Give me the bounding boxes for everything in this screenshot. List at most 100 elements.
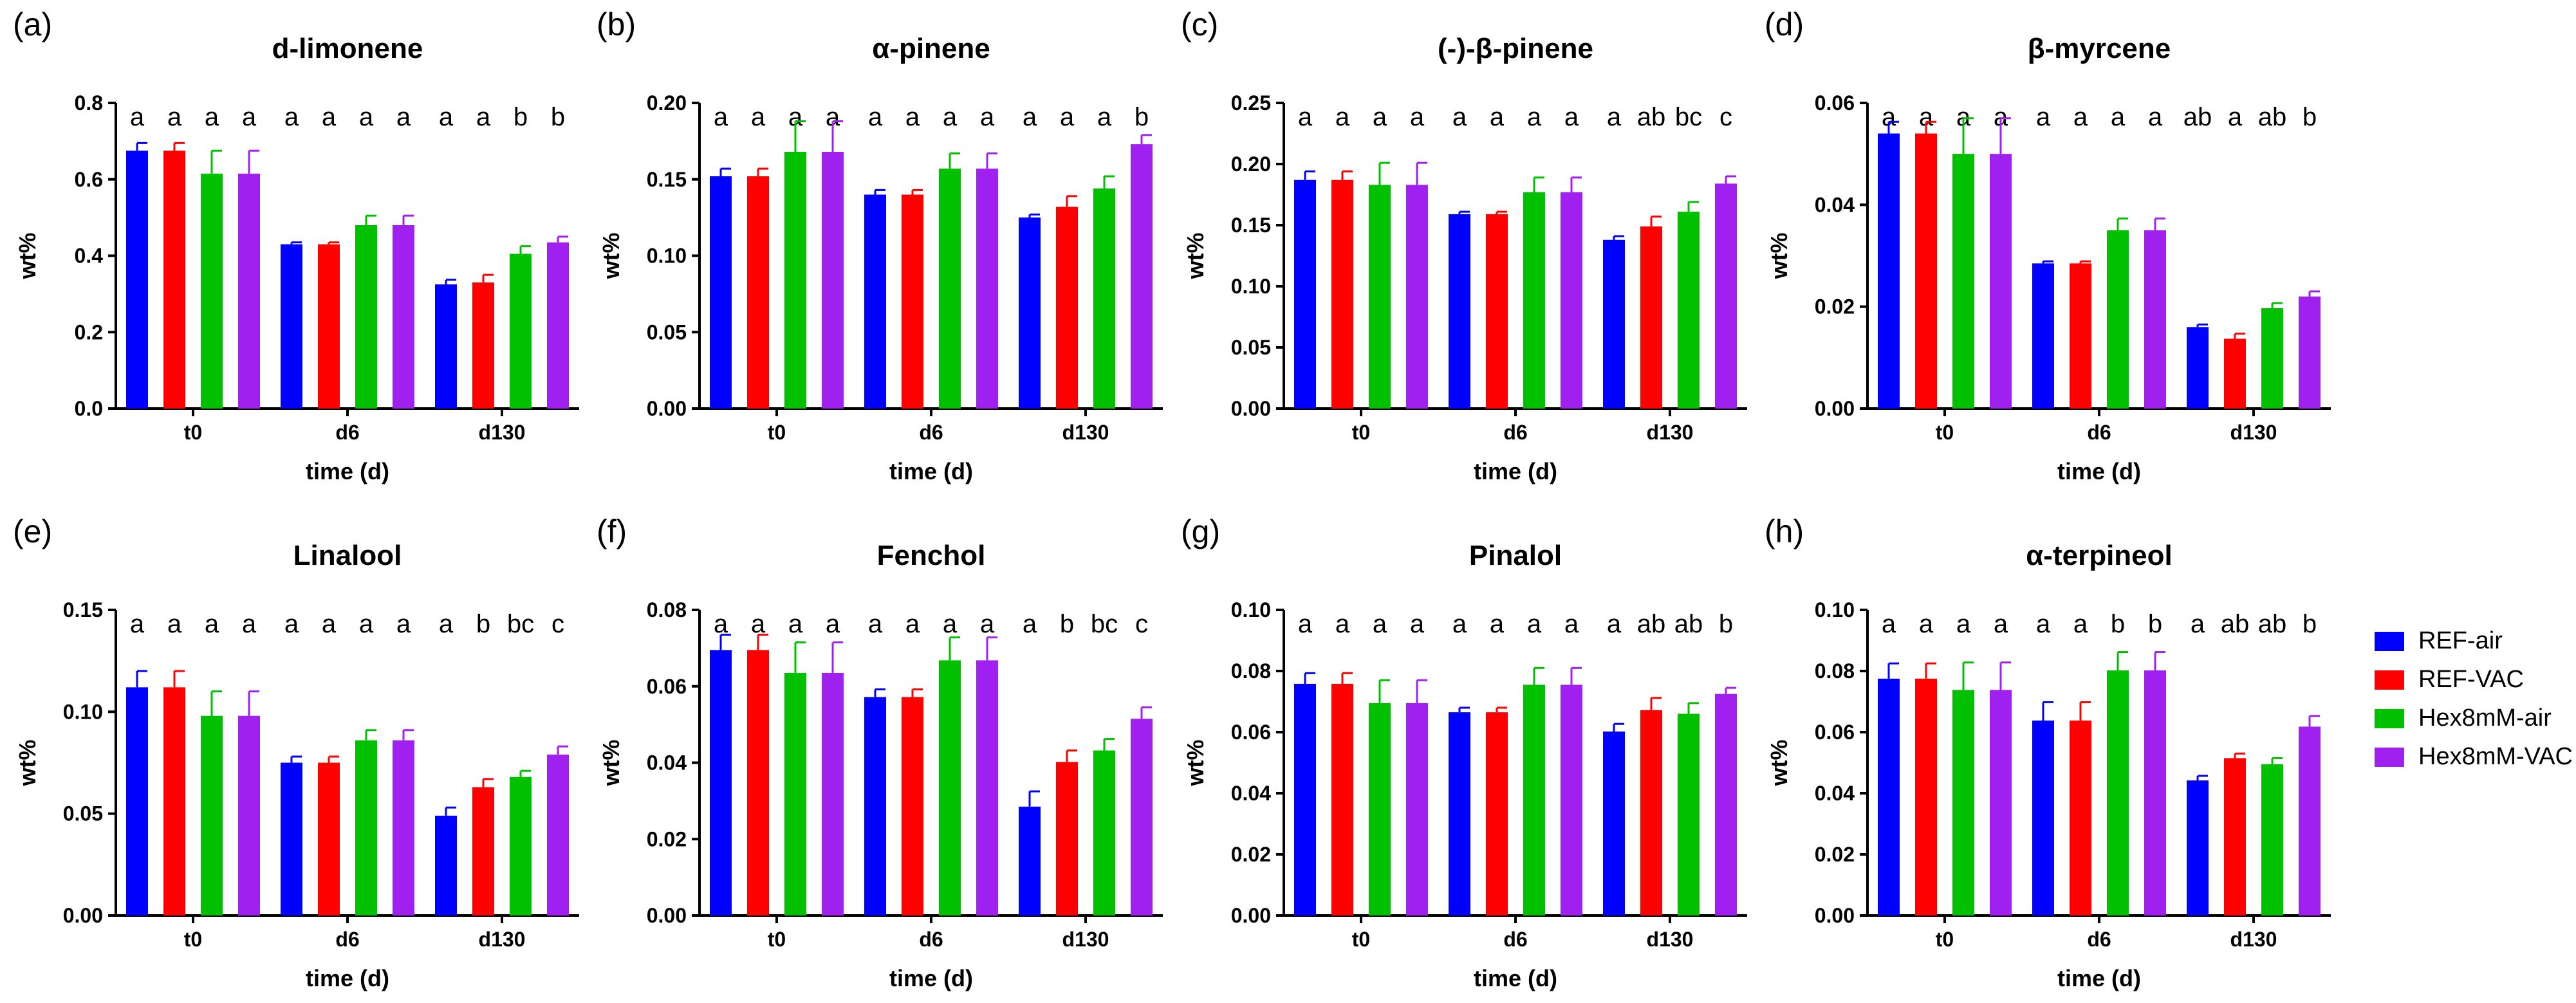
significance-letter: b <box>2148 610 2162 638</box>
chart-title: β-myrcene <box>2028 33 2171 64</box>
bar <box>1093 189 1115 409</box>
significance-letter: b <box>2111 610 2125 638</box>
bar <box>1915 133 1937 409</box>
significance-letter: a <box>2073 103 2088 131</box>
bar <box>2224 758 2246 916</box>
significance-letter: a <box>751 103 766 131</box>
bar <box>939 169 961 409</box>
x-axis-label: time (d) <box>1474 458 1557 484</box>
bar <box>1486 214 1508 409</box>
x-axis-label: time (d) <box>889 458 973 484</box>
y-tick-label: 0.15 <box>1231 214 1271 237</box>
significance-letter: a <box>1335 610 1350 638</box>
significance-letter: a <box>1527 103 1542 131</box>
x-tick-label: d130 <box>2230 421 2277 444</box>
significance-letter: a <box>2228 103 2243 131</box>
chart-title: α-terpineol <box>2026 540 2173 571</box>
y-tick-label: 0.15 <box>63 598 103 621</box>
significance-letter: a <box>130 103 145 131</box>
y-axis-label: wt% <box>1182 233 1209 280</box>
bar <box>2032 720 2054 916</box>
bar <box>393 225 414 409</box>
significance-letter: a <box>1023 610 1037 638</box>
significance-letter: a <box>1956 610 1971 638</box>
significance-letter: a <box>1607 103 1622 131</box>
y-tick-label: 0.20 <box>647 91 687 115</box>
significance-letter: a <box>905 103 920 131</box>
y-tick-label: 0.08 <box>1815 659 1855 683</box>
bar <box>547 242 569 409</box>
bar <box>1093 750 1115 916</box>
significance-letter: a <box>826 103 840 131</box>
bar <box>201 173 223 409</box>
y-tick-label: 0.02 <box>647 827 687 851</box>
x-tick-label: d130 <box>1647 421 1694 444</box>
significance-letter: b <box>2303 610 2317 638</box>
significance-letter: a <box>980 610 995 638</box>
bar <box>2070 263 2091 409</box>
chart-panel-c: (c) (-)-β-pinene wt% 0.00 0.05 0.10 0.15 0.20 0.… <box>1181 6 1747 484</box>
bar <box>318 244 340 409</box>
y-axis-label: wt% <box>14 740 41 787</box>
x-tick-label: t0 <box>1352 421 1370 444</box>
bar <box>1640 226 1662 409</box>
significance-letter: a <box>1452 610 1467 638</box>
legend: REF-air REF-VAC Hex8mM-air Hex8mM-VAC <box>2375 627 2573 770</box>
bar <box>1561 685 1582 916</box>
significance-letter: a <box>284 103 299 131</box>
legend-label: Hex8mM-VAC <box>2418 743 2573 770</box>
significance-letter: ab <box>2258 103 2287 131</box>
significance-letter: a <box>2036 610 2051 638</box>
significance-letter: a <box>1956 103 1971 131</box>
significance-letter: ab <box>2221 610 2250 638</box>
bar <box>126 687 148 916</box>
bar <box>163 687 185 916</box>
y-tick-label: 0.10 <box>63 700 103 723</box>
bar <box>2107 670 2129 916</box>
y-tick-label: 0.10 <box>1815 598 1855 621</box>
x-tick-label: d6 <box>1503 421 1527 444</box>
significance-letter: a <box>359 103 374 131</box>
significance-letter: a <box>167 103 182 131</box>
significance-letter: a <box>826 610 840 638</box>
bar <box>238 173 260 409</box>
bar <box>510 253 532 409</box>
bar <box>902 697 923 916</box>
bar <box>822 152 844 409</box>
y-tick-label: 0.00 <box>1231 904 1271 927</box>
bar <box>864 194 886 409</box>
significance-letter: c <box>551 610 564 638</box>
x-tick-label: d130 <box>1647 928 1694 951</box>
bar <box>1131 144 1153 409</box>
legend-label: REF-VAC <box>2418 666 2524 693</box>
bar <box>547 754 569 916</box>
y-tick-label: 0.06 <box>647 675 687 698</box>
x-tick-label: d130 <box>2230 928 2277 951</box>
y-axis-label: wt% <box>1182 740 1209 787</box>
significance-letter: b <box>476 610 490 638</box>
y-axis-label: wt% <box>1766 740 1792 787</box>
y-tick-label: 0.10 <box>1231 598 1271 621</box>
bar <box>1056 762 1078 916</box>
bar <box>747 176 769 409</box>
y-tick-label: 0.2 <box>75 320 103 344</box>
significance-letter: a <box>1298 610 1313 638</box>
bar <box>1523 685 1545 916</box>
y-tick-label: 0.10 <box>647 244 687 268</box>
y-tick-label: 0.05 <box>647 320 687 344</box>
significance-letter: a <box>439 610 454 638</box>
bar <box>2261 764 2283 916</box>
significance-letter: a <box>322 103 337 131</box>
significance-letter: a <box>396 103 411 131</box>
significance-letter: b <box>1060 610 1074 638</box>
x-tick-label: d130 <box>1062 928 1109 951</box>
significance-letter: a <box>1452 103 1467 131</box>
significance-letter: a <box>2191 610 2205 638</box>
significance-letter: a <box>1410 610 1425 638</box>
bar <box>1131 719 1153 916</box>
significance-letter: a <box>1335 103 1350 131</box>
y-tick-label: 0.6 <box>75 168 103 191</box>
